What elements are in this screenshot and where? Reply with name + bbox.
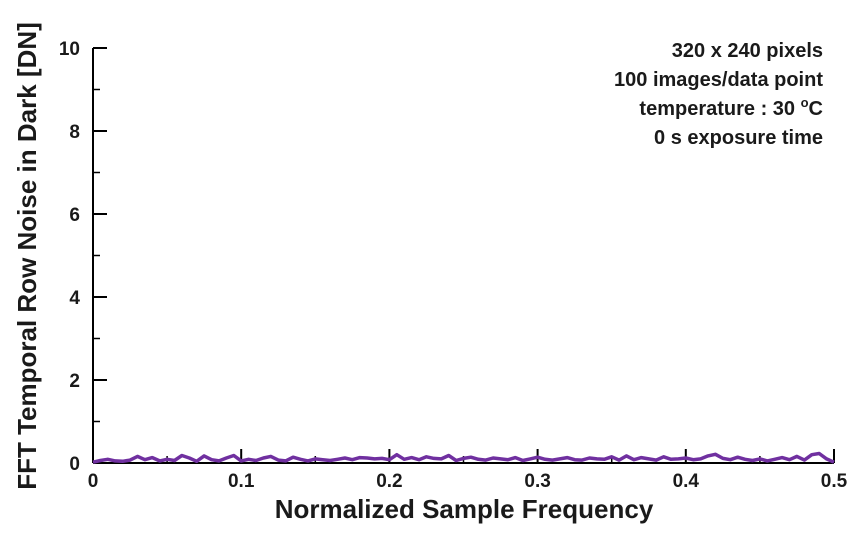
y-axis-label: FFT Temporal Row Noise in Dark [DN] <box>12 22 42 490</box>
annotation-images: 100 images/data point <box>614 69 823 91</box>
y-tick-label: 10 <box>59 39 80 60</box>
y-tick-label: 2 <box>69 371 80 392</box>
annotation-resolution: 320 x 240 pixels <box>672 40 823 62</box>
ticks: 0 2 4 6 8 10 0 0.1 0.2 0.3 0.4 0.5 <box>59 39 848 492</box>
x-tick-label: 0.3 <box>524 471 550 492</box>
x-tick-label: 0.4 <box>673 471 700 492</box>
x-tick-label: 0.5 <box>821 471 848 492</box>
x-tick-label: 0.1 <box>228 471 255 492</box>
x-tick-label: 0.2 <box>376 471 402 492</box>
annotation-temperature: temperature : 30 oC <box>639 95 823 120</box>
y-tick-label: 0 <box>69 454 80 475</box>
x-tick-label: 0 <box>88 471 99 492</box>
annotation-exposure: 0 s exposure time <box>654 127 823 149</box>
y-tick-label: 8 <box>69 122 80 143</box>
x-axis-label: Normalized Sample Frequency <box>275 494 654 524</box>
y-tick-label: 4 <box>69 288 80 309</box>
series-line <box>92 451 835 464</box>
series-group <box>92 451 835 464</box>
annotation-box: 320 x 240 pixels 100 images/data point t… <box>614 40 823 149</box>
y-tick-label: 6 <box>69 205 80 226</box>
